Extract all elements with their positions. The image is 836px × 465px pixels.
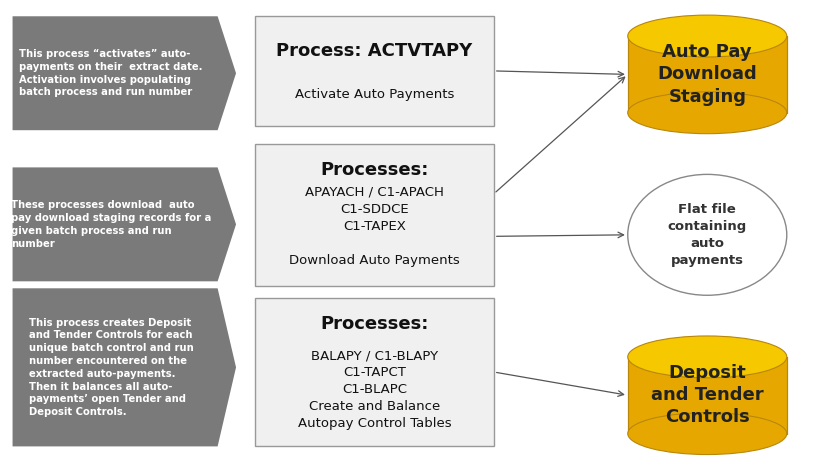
Ellipse shape <box>627 336 786 378</box>
FancyBboxPatch shape <box>255 16 493 126</box>
Text: Auto Pay
Download
Staging: Auto Pay Download Staging <box>656 43 757 106</box>
Polygon shape <box>13 288 236 446</box>
Polygon shape <box>627 36 786 113</box>
Text: Flat file
containing
auto
payments: Flat file containing auto payments <box>667 203 746 267</box>
Polygon shape <box>13 167 236 281</box>
Text: This process creates Deposit
and Tender Controls for each
unique batch control a: This process creates Deposit and Tender … <box>28 318 193 417</box>
Text: Process: ACTVTAPY: Process: ACTVTAPY <box>276 42 472 60</box>
Polygon shape <box>627 357 786 433</box>
Ellipse shape <box>627 174 786 295</box>
Polygon shape <box>13 16 236 130</box>
Text: Deposit
and Tender
Controls: Deposit and Tender Controls <box>650 364 762 426</box>
Text: BALAPY / C1-BLAPY
C1-TAPCT
C1-BLAPC
Create and Balance
Autopay Control Tables: BALAPY / C1-BLAPY C1-TAPCT C1-BLAPC Crea… <box>298 349 451 430</box>
Text: APAYACH / C1-APACH
C1-SDDCE
C1-TAPEX

Download Auto Payments: APAYACH / C1-APACH C1-SDDCE C1-TAPEX Dow… <box>288 186 460 267</box>
Ellipse shape <box>627 15 786 57</box>
Text: Processes:: Processes: <box>320 161 428 179</box>
Ellipse shape <box>627 92 786 134</box>
Text: Activate Auto Payments: Activate Auto Payments <box>294 88 454 101</box>
FancyBboxPatch shape <box>255 144 493 286</box>
Text: Processes:: Processes: <box>320 315 428 333</box>
Ellipse shape <box>627 413 786 455</box>
Text: This process “activates” auto-
payments on their  extract date.
Activation invol: This process “activates” auto- payments … <box>19 49 202 98</box>
FancyBboxPatch shape <box>255 298 493 446</box>
Text: These processes download  auto
pay download staging records for a
given batch pr: These processes download auto pay downlo… <box>11 200 211 249</box>
